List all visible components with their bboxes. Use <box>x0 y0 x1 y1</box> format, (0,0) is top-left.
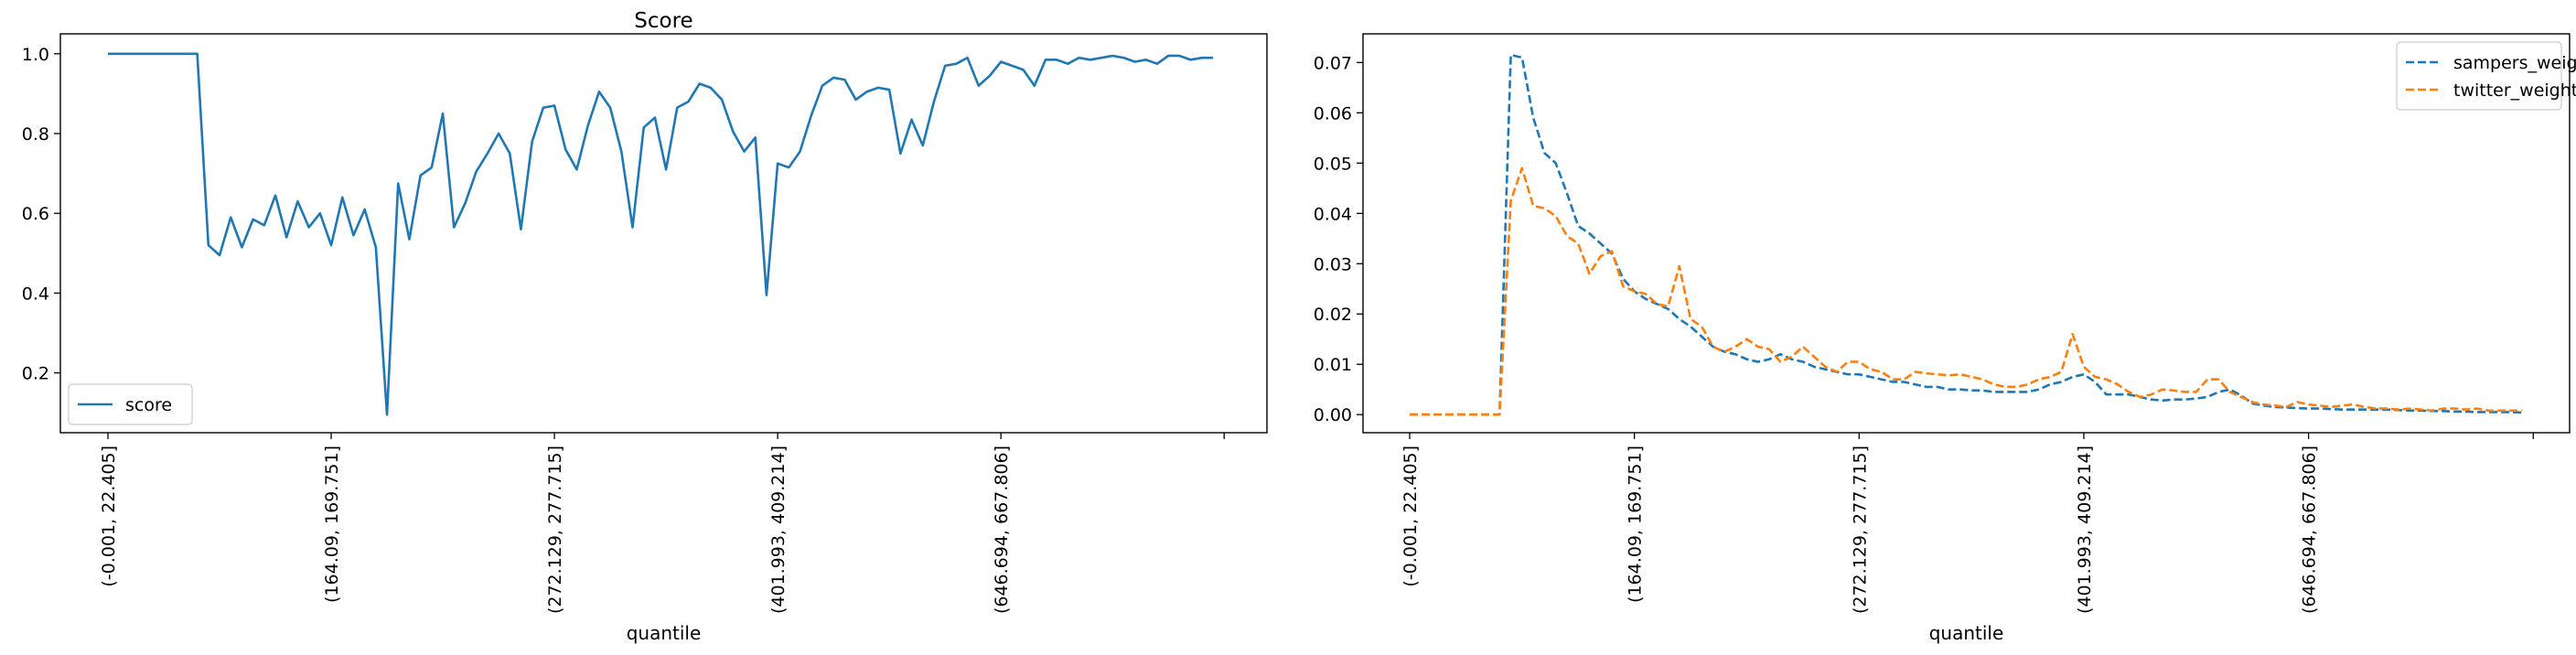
x-axis-label: quantile <box>1929 622 2004 644</box>
legend: sampers_weight twitter_weight <box>2396 41 2576 111</box>
x-tick-label: (646.694, 667.806] <box>992 446 1012 614</box>
y-tick-label: 0.06 <box>1314 103 1352 123</box>
y-tick-label: 0.03 <box>1314 254 1352 274</box>
series-line-score <box>108 52 1213 416</box>
plot-frame <box>1362 33 2571 434</box>
x-tick-label: (401.993, 409.214] <box>768 446 789 614</box>
y-tick-label: 0.2 <box>22 364 49 384</box>
y-tick-label: 0.00 <box>1314 405 1352 425</box>
x-tick-label: (646.694, 667.806] <box>2300 446 2320 614</box>
legend-label-score: score <box>125 395 172 415</box>
y-tick-label: 0.02 <box>1314 305 1352 325</box>
score-chart: 0.2 0.4 0.6 0.8 1.0 (-0.001, 22.405] (164.09, … <box>22 9 1268 644</box>
series-line-sampers-weight <box>1410 53 2523 416</box>
legend-label-twitter-weight: twitter_weight <box>2453 81 2576 101</box>
plot-frame <box>59 33 1268 434</box>
legend-box <box>68 383 193 425</box>
x-axis-label: quantile <box>627 622 702 644</box>
y-tick-label: 0.05 <box>1314 154 1352 174</box>
x-tick-label: (401.993, 409.214] <box>2075 446 2095 614</box>
y-tick-label: 0.4 <box>22 284 49 304</box>
x-tick-label: (-0.001, 22.405] <box>99 446 119 587</box>
legend-box <box>2396 41 2562 111</box>
x-tick-label: (164.09, 169.751] <box>322 446 342 603</box>
chart-title: Score <box>634 9 692 33</box>
x-tick-label: (-0.001, 22.405] <box>1401 446 1421 587</box>
legend-label-sampers-weight: sampers_weight <box>2453 53 2576 73</box>
series-line-twitter-weight <box>1410 166 2522 416</box>
x-tick-label: (164.09, 169.751] <box>1626 446 1646 603</box>
x-tick-label: (272.129, 277.715] <box>545 446 565 614</box>
weight-chart: 0.00 0.01 0.02 0.03 0.04 0.05 0.06 0.07 (-0.001,… <box>1314 33 2576 644</box>
y-tick-label: 0.8 <box>22 124 49 145</box>
legend: score <box>68 383 193 425</box>
y-tick-label: 0.01 <box>1314 355 1352 375</box>
y-tick-label: 0.07 <box>1314 53 1352 73</box>
y-tick-label: 0.6 <box>22 204 49 224</box>
x-tick-label: (272.129, 277.715] <box>1850 446 1870 614</box>
y-tick-label: 0.04 <box>1314 204 1352 224</box>
y-tick-label: 1.0 <box>22 45 49 65</box>
